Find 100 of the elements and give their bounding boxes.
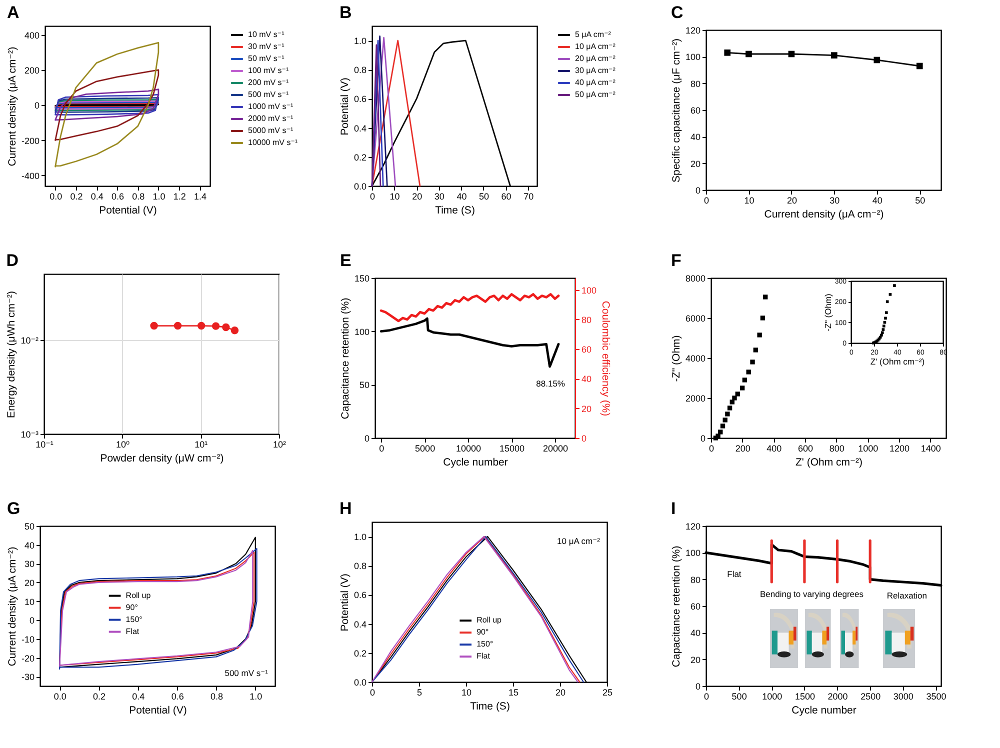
- y-tick-label: 0: [34, 100, 40, 111]
- x-tick-label: 0.2: [92, 692, 106, 702]
- legend-label: 90°: [476, 628, 489, 637]
- legend-label: 1000 mV s⁻¹: [248, 102, 294, 111]
- x-tick-label: 15: [508, 688, 519, 698]
- x-tick-label: 0.6: [171, 692, 184, 702]
- chart-title: A: [6, 3, 20, 22]
- x-tick-label: 0: [379, 444, 384, 454]
- chart-title: D: [6, 251, 19, 270]
- x-tick-label: 50: [478, 192, 489, 202]
- x-tick-label: 10¹: [194, 440, 208, 450]
- x-tick-label: 0: [708, 444, 714, 454]
- y-tick-label: 0: [29, 616, 34, 626]
- x-tick-label: 10⁻¹: [36, 440, 54, 450]
- y-tick-label: 120: [685, 26, 700, 36]
- legend-label: 5000 mV s⁻¹: [248, 126, 294, 135]
- x-axis-title: Z' (Ohm cm⁻²): [795, 456, 863, 468]
- y-tick-label: 30: [24, 559, 34, 570]
- x-tick-label: 1.4: [194, 192, 206, 202]
- x-axis-title: Time (S): [435, 204, 475, 216]
- x-tick-label: 500: [732, 692, 747, 702]
- x-tick-label: 3000: [893, 692, 914, 702]
- y-tick-label: 20: [690, 654, 700, 665]
- annotation: 10 μA cm⁻²: [557, 536, 600, 546]
- legend-label: 50 μA cm⁻²: [575, 90, 616, 99]
- x-tick-label: 1200: [889, 444, 910, 454]
- legend-label: Flat: [476, 652, 491, 661]
- legend-label: 20 μA cm⁻²: [575, 54, 616, 63]
- x-axis-title: Cycle number: [443, 456, 508, 468]
- y-tick-label: 6000: [685, 314, 706, 324]
- x-tick-label: 5: [416, 688, 422, 698]
- annotation: 500 mV s⁻¹: [224, 668, 268, 678]
- chart-title: C: [670, 3, 684, 22]
- y-tick-label: 40: [690, 132, 700, 142]
- y-tick-label: 50: [359, 380, 370, 390]
- legend-label: Flat: [126, 626, 140, 636]
- x-tick-label: 20: [786, 196, 797, 206]
- x-tick-label: 70: [524, 192, 534, 202]
- x-tick-label: 1.2: [173, 192, 186, 202]
- y-axis-title: Capacitance retention (%): [670, 546, 682, 668]
- y-tick-label: 40: [24, 540, 34, 550]
- y-tick-label: 150: [354, 274, 370, 284]
- x-tick-label: 0.2: [70, 192, 83, 202]
- legend-label: 100 mV s⁻¹: [248, 66, 290, 75]
- y-axis-title: Capacitance retention (%): [339, 298, 352, 420]
- y-tick-label: 0.6: [354, 590, 366, 600]
- legend-label: 40 μA cm⁻²: [575, 78, 616, 87]
- x-tick-label: 0.4: [132, 692, 145, 702]
- x-tick-label: 1.0: [250, 692, 262, 702]
- y-axis-title: Current density (μA cm⁻²): [6, 546, 18, 666]
- y2-tick-label: 20: [582, 404, 592, 414]
- x-axis-title: Powder density (μW cm⁻²): [100, 452, 224, 464]
- y-axis-title: Potential (V): [338, 574, 351, 632]
- x-tick-label: 400: [766, 444, 782, 454]
- y-tick-label: 1.0: [354, 36, 366, 46]
- y-tick-label: 100: [685, 548, 700, 558]
- x-tick-label: 10⁰: [116, 440, 130, 450]
- x-tick-label: 20: [555, 688, 566, 698]
- y-tick-label: 20: [24, 578, 34, 588]
- y-axis-title: Potential (V): [338, 78, 351, 136]
- x-tick-label: 30: [434, 192, 444, 202]
- x-axis-title: Time (S): [470, 700, 510, 712]
- y-tick-label: 100: [354, 326, 370, 337]
- y-tick-label: 10⁻²: [20, 335, 38, 346]
- x-tick-label: 10000: [456, 444, 482, 454]
- legend-label: 30 mV s⁻¹: [248, 42, 285, 51]
- y-tick-label: 1.0: [354, 532, 366, 542]
- x-tick-label: 1000: [762, 692, 782, 702]
- y-tick-label: 400: [24, 30, 40, 40]
- x-tick-label: 5000: [415, 444, 436, 454]
- y-tick-label: 40: [690, 628, 700, 638]
- x-axis-title: Current density (μA cm⁻²): [764, 208, 884, 220]
- chart-title: B: [339, 3, 352, 22]
- x-tick-label: 50: [915, 196, 926, 206]
- x-tick-label: 0.8: [132, 192, 145, 202]
- x-tick-label: 600: [798, 444, 814, 454]
- x-tick-label: 1500: [794, 692, 815, 702]
- y-tick-label: 10⁻³: [20, 430, 38, 440]
- legend-label: 5 μA cm⁻²: [575, 30, 612, 39]
- y-tick-label: 2000: [685, 394, 706, 404]
- y2-tick-label: 40: [582, 374, 592, 384]
- legend-label: 50 mV s⁻¹: [248, 54, 285, 63]
- x-tick-label: 3500: [926, 692, 946, 702]
- y-tick-label: 100: [685, 52, 700, 62]
- legend-label: Roll up: [476, 616, 502, 625]
- y-tick-label: -30: [21, 672, 34, 682]
- y-tick-label: -400: [21, 170, 40, 181]
- x-tick-label: 0.6: [111, 192, 124, 202]
- x-tick-label: 1000: [858, 444, 878, 454]
- y-tick-label: 0.4: [354, 123, 366, 134]
- y-tick-label: -10: [21, 634, 34, 644]
- annotation: 88.15%: [536, 378, 566, 389]
- x-tick-label: 200: [735, 444, 750, 454]
- x-tick-label: 20000: [542, 444, 568, 454]
- chart-title: G: [6, 499, 20, 518]
- chart-title: H: [339, 499, 352, 518]
- x-tick-label: 0.0: [50, 192, 62, 202]
- y-tick-label: 120: [685, 522, 700, 532]
- x-tick-label: 10²: [272, 440, 286, 450]
- x-tick-label: 0.0: [54, 692, 66, 702]
